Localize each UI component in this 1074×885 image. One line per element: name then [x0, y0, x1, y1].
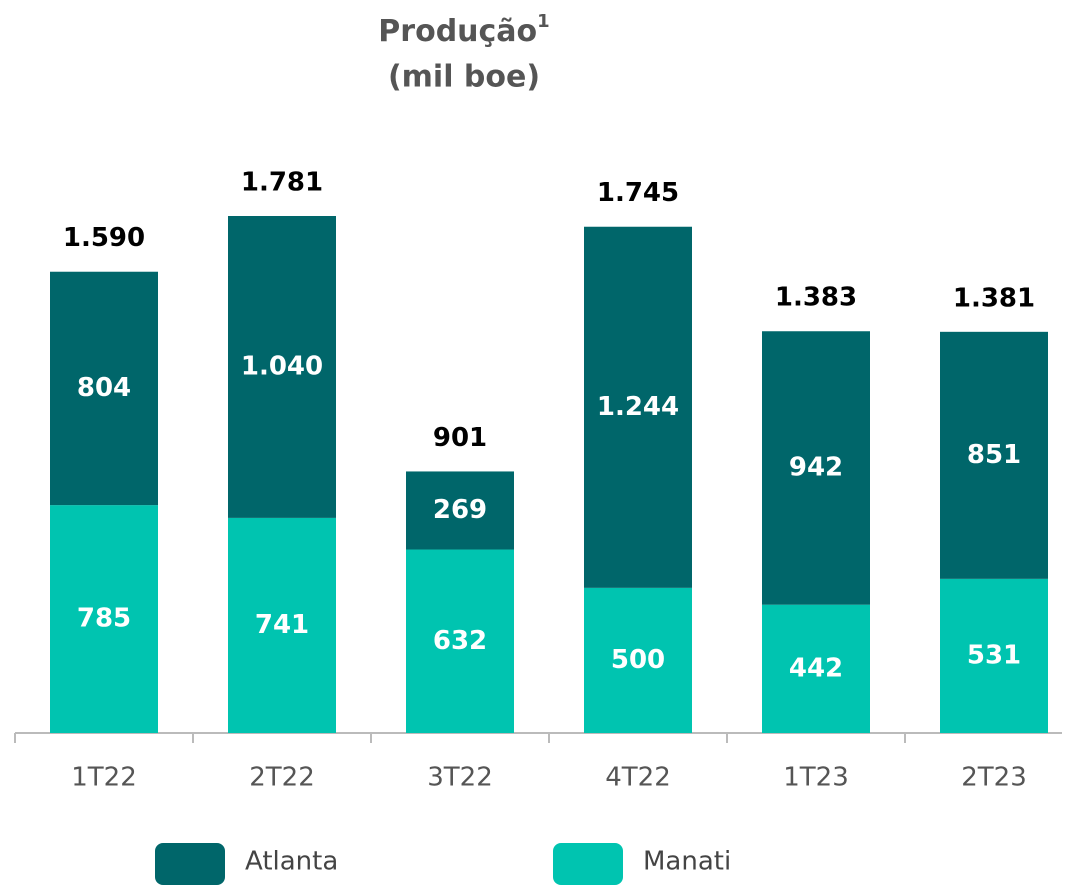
data-label: 1.040: [241, 351, 323, 381]
legend-label: Manati: [643, 847, 731, 877]
data-label: 632: [433, 626, 487, 656]
data-label: 942: [789, 452, 843, 482]
x-tick-label: 1T23: [783, 763, 849, 793]
x-tick-label: 2T22: [249, 763, 315, 793]
total-label: 1.590: [63, 223, 145, 253]
data-label: 741: [255, 610, 309, 640]
data-label: 500: [611, 645, 665, 675]
bar-segment: [50, 505, 158, 733]
total-label: 1.383: [775, 283, 857, 313]
data-label: 442: [789, 653, 843, 683]
bar-segment: [762, 604, 870, 733]
bar-segment: [940, 331, 1048, 579]
data-label: 1.244: [597, 392, 679, 422]
data-label: 269: [433, 495, 487, 525]
bar-segment: [228, 517, 336, 733]
legend-swatch: [155, 843, 225, 885]
data-label: 804: [77, 373, 131, 403]
total-label: 1.781: [241, 168, 323, 198]
chart-subtitle: (mil boe): [388, 60, 540, 95]
title-note: 1: [537, 11, 550, 32]
bar-segment: [940, 578, 1048, 733]
total-label: 1.381: [953, 283, 1035, 313]
data-label: 851: [967, 440, 1021, 470]
bar-segment: [50, 271, 158, 506]
x-tick-label: 3T22: [427, 763, 493, 793]
bar-segment: [406, 471, 514, 550]
bar-segment: [762, 331, 870, 605]
legend-label: Atlanta: [245, 847, 338, 877]
bar-segment: [228, 216, 336, 518]
chart-title: Produção1: [378, 11, 549, 49]
x-tick-label: 2T23: [961, 763, 1027, 793]
total-label: 1.745: [597, 178, 679, 208]
x-tick-label: 4T22: [605, 763, 671, 793]
data-label: 531: [967, 640, 1021, 670]
total-label: 901: [433, 423, 487, 453]
bar-segment: [584, 587, 692, 733]
bar-segment: [406, 549, 514, 733]
data-label: 785: [77, 604, 131, 634]
bar-segment: [584, 226, 692, 588]
legend-swatch: [553, 843, 623, 885]
x-tick-label: 1T22: [71, 763, 137, 793]
title-text: Produção: [378, 14, 537, 49]
